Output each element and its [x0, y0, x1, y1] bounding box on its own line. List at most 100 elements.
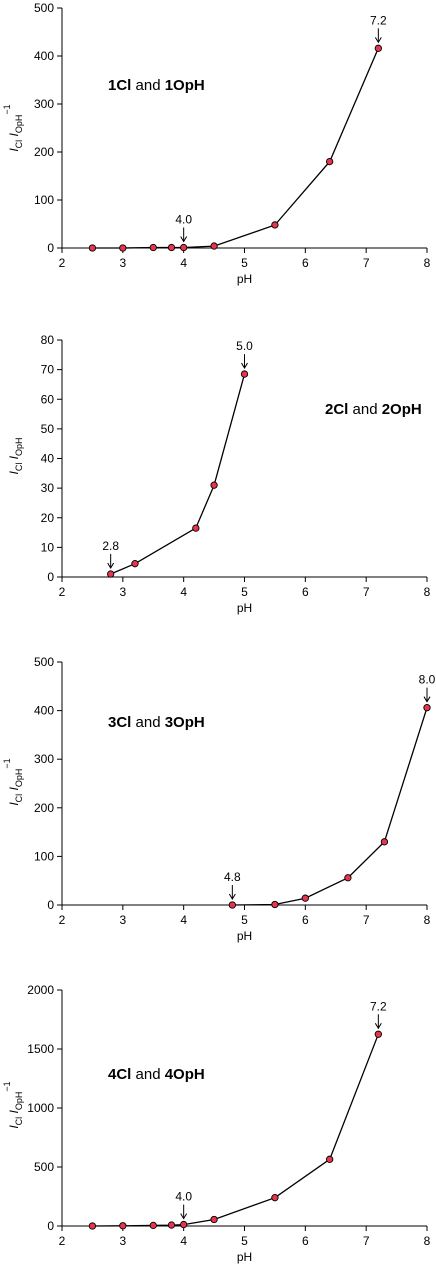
- y-label-symbol: I: [7, 1125, 21, 1129]
- y-tick-label: 10: [41, 540, 55, 554]
- data-point: [423, 704, 431, 712]
- y-tick-label: 20: [41, 511, 55, 525]
- y-axis-label: ICl IOpH: [7, 437, 24, 474]
- x-tick-label: 2: [59, 585, 66, 599]
- data-point: [326, 1155, 334, 1163]
- x-tick-label: 3: [119, 913, 126, 927]
- data-point: [374, 1030, 382, 1038]
- annotation-arrowhead: [241, 362, 248, 370]
- series-label-connector: and: [131, 1066, 164, 1083]
- y-label-superscript: −1: [2, 758, 12, 768]
- series-label-bold: 3OpH: [165, 714, 205, 731]
- y-tick-label: 0: [47, 570, 54, 584]
- y-tick-label: 2000: [27, 983, 54, 997]
- y-label-subscript: Cl: [14, 794, 24, 803]
- x-tick-label: 3: [119, 585, 126, 599]
- x-tick-label: 4: [180, 1234, 187, 1248]
- data-point: [167, 243, 176, 252]
- annotation-label: 7.2: [370, 13, 387, 27]
- data-point: [210, 1215, 218, 1224]
- series-label-connector: and: [348, 401, 381, 418]
- y-tick-label: 300: [34, 97, 54, 111]
- series-line: [232, 707, 428, 906]
- data-point: [107, 570, 115, 578]
- y-label-symbol: I: [7, 1109, 21, 1113]
- series-line: [110, 373, 246, 575]
- x-tick-label: 8: [424, 585, 431, 599]
- x-tick-label: 5: [241, 913, 248, 927]
- x-tick-label: 8: [424, 913, 431, 927]
- series-label-connector: and: [131, 77, 164, 94]
- x-tick-label: 7: [363, 1234, 370, 1248]
- data-point: [131, 560, 139, 568]
- y-label-subscript: OpH: [14, 437, 24, 456]
- y-tick-label: 100: [34, 849, 54, 863]
- y-label-symbol: I: [7, 132, 21, 136]
- data-point: [180, 1220, 188, 1229]
- data-point: [326, 157, 334, 166]
- y-tick-label: 500: [34, 1160, 54, 1174]
- x-tick-label: 4: [180, 913, 187, 927]
- x-tick-label: 8: [424, 256, 431, 270]
- data-point: [271, 221, 279, 229]
- y-label-subscript: Cl: [14, 140, 24, 149]
- data-point: [119, 1222, 127, 1230]
- x-tick-label: 4: [180, 256, 187, 270]
- data-point: [344, 874, 352, 882]
- data-point: [301, 894, 309, 902]
- y-tick-label: 0: [47, 898, 54, 912]
- y-tick-label: 1500: [27, 1042, 54, 1056]
- y-tick-label: 300: [34, 752, 54, 766]
- data-point: [210, 242, 218, 250]
- x-tick-label: 6: [302, 256, 309, 270]
- series-label-bold: 2Cl: [325, 401, 348, 418]
- series-label-bold: 3Cl: [108, 714, 131, 731]
- x-tick-label: 7: [363, 256, 370, 270]
- data-point: [88, 244, 97, 252]
- y-label-superscript: −1: [2, 1081, 12, 1091]
- data-point: [180, 243, 188, 252]
- data-point: [192, 524, 200, 532]
- data-point: [210, 481, 218, 489]
- y-tick-label: 60: [41, 392, 55, 406]
- y-axis-label: ICl IOpH−1: [2, 104, 24, 151]
- y-label-subscript: Cl: [14, 1117, 24, 1126]
- data-point: [271, 900, 279, 909]
- series-label-bold: 4OpH: [165, 1066, 205, 1083]
- x-tick-label: 2: [59, 256, 66, 270]
- y-tick-label: 200: [34, 801, 54, 815]
- x-tick-label: 6: [302, 1234, 309, 1248]
- data-point: [149, 1221, 157, 1230]
- y-tick-label: 1000: [27, 1101, 54, 1115]
- x-tick-label: 3: [119, 256, 126, 270]
- data-point: [380, 838, 389, 846]
- x-tick-label: 3: [119, 1234, 126, 1248]
- series-label-bold: 4Cl: [108, 1066, 131, 1083]
- y-tick-label: 400: [34, 704, 54, 718]
- series-label: 1Cl and 1OpH: [108, 77, 205, 94]
- series-label-bold: 1Cl: [108, 77, 131, 94]
- annotation-label: 2.8: [102, 539, 119, 553]
- y-label-superscript: −1: [2, 104, 12, 114]
- series-label-connector: and: [131, 714, 164, 731]
- x-axis-label: pH: [237, 601, 252, 615]
- x-tick-label: 7: [363, 913, 370, 927]
- annotation-label: 4.0: [175, 1190, 192, 1204]
- annotation-label: 4.8: [224, 870, 241, 884]
- data-point: [374, 44, 382, 52]
- y-tick-label: 70: [41, 363, 55, 377]
- series-label: 4Cl and 4OpH: [108, 1066, 205, 1083]
- x-axis-label: pH: [237, 272, 252, 286]
- data-point: [88, 1222, 97, 1230]
- x-tick-label: 5: [241, 256, 248, 270]
- y-label-subscript: Cl: [14, 463, 24, 472]
- y-tick-label: 0: [47, 1219, 54, 1233]
- y-tick-label: 50: [41, 422, 55, 436]
- y-axis-label: ICl IOpH−1: [2, 1081, 24, 1128]
- data-point: [119, 244, 127, 252]
- annotation-label: 5.0: [236, 339, 253, 353]
- annotation-arrowhead: [374, 37, 382, 44]
